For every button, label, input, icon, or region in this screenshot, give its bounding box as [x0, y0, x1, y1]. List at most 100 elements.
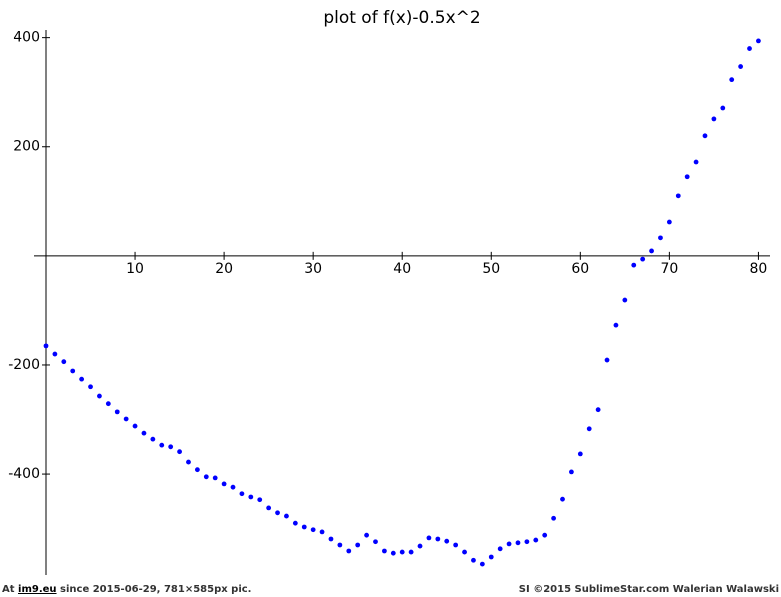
- point: [462, 549, 467, 555]
- point: [186, 459, 191, 465]
- y-tick-label: 200: [13, 139, 40, 155]
- point: [658, 235, 663, 241]
- chart: plot of f(x)-0.5x^2 10 20 30 40 50 60 70 80 -400…: [8, 8, 770, 575]
- point: [515, 540, 521, 546]
- point: [52, 351, 58, 357]
- point: [221, 481, 227, 487]
- point: [328, 536, 334, 542]
- point: [301, 524, 307, 530]
- point: [310, 527, 316, 533]
- point: [239, 491, 245, 497]
- point: [613, 322, 619, 328]
- point: [435, 536, 441, 542]
- point: [675, 193, 681, 199]
- x-tick-label: 80: [750, 261, 768, 277]
- point: [604, 357, 610, 363]
- point: [355, 542, 361, 548]
- footer-right: SI ©2015 SublimeStar.com Walerian Walaws…: [518, 584, 779, 595]
- point: [666, 219, 672, 225]
- point: [586, 426, 592, 432]
- point: [649, 248, 654, 254]
- point: [747, 46, 752, 51]
- point: [711, 116, 717, 122]
- point: [702, 133, 708, 139]
- chart-title: plot of f(x)-0.5x^2: [323, 8, 480, 28]
- point: [488, 554, 494, 560]
- point: [159, 442, 165, 448]
- point: [292, 520, 298, 526]
- point: [471, 557, 476, 563]
- point: [479, 561, 485, 567]
- point: [382, 548, 387, 554]
- x-tick-label: 10: [126, 261, 144, 277]
- point: [497, 546, 503, 552]
- point: [168, 444, 174, 450]
- point: [577, 451, 583, 457]
- point: [61, 359, 67, 365]
- point: [444, 538, 450, 544]
- point: [194, 467, 200, 473]
- footer: At im9.eu since 2015-06-29, 781×585px pi…: [0, 584, 781, 597]
- point: [248, 494, 254, 500]
- point: [756, 38, 761, 44]
- point: [524, 539, 530, 545]
- footer-left: At im9.eu since 2015-06-29, 781×585px pi…: [2, 584, 251, 595]
- point: [257, 497, 263, 503]
- point: [70, 368, 76, 374]
- point: [533, 537, 539, 543]
- point: [141, 430, 147, 436]
- point: [506, 541, 512, 547]
- point: [390, 550, 396, 556]
- point: [640, 256, 646, 262]
- footer-prefix: At: [2, 584, 15, 595]
- point: [684, 174, 690, 180]
- point: [230, 484, 236, 490]
- point: [79, 376, 85, 382]
- point: [693, 159, 699, 165]
- x-tick-label: 40: [393, 261, 411, 277]
- x-tick-label: 50: [482, 261, 500, 277]
- x-tick-label: 20: [215, 261, 233, 277]
- point: [551, 515, 557, 521]
- point: [123, 416, 129, 422]
- point: [373, 539, 378, 545]
- x-tick-label: 70: [660, 261, 678, 277]
- point: [569, 469, 574, 475]
- point: [114, 409, 120, 415]
- point: [275, 510, 280, 516]
- x-tick-label: 30: [304, 261, 322, 277]
- point: [417, 543, 423, 549]
- point: [631, 262, 637, 268]
- point: [88, 384, 93, 390]
- footer-link[interactable]: im9.eu: [18, 584, 57, 595]
- x-tick-label: 60: [571, 261, 589, 277]
- point: [43, 343, 49, 349]
- y-tick-label: 400: [13, 30, 40, 46]
- point: [560, 496, 565, 502]
- y-tick-label: -400: [8, 466, 40, 482]
- point: [105, 401, 111, 407]
- point: [150, 436, 156, 442]
- point: [595, 407, 601, 413]
- point: [132, 423, 138, 429]
- point: [453, 542, 459, 548]
- point: [399, 549, 405, 555]
- point: [337, 542, 343, 548]
- y-tick-label: -200: [8, 357, 40, 373]
- point: [266, 505, 272, 511]
- point: [729, 77, 735, 83]
- point: [426, 535, 432, 541]
- point: [720, 105, 726, 111]
- point: [212, 475, 218, 481]
- point: [542, 532, 548, 538]
- point: [622, 297, 628, 303]
- point: [203, 474, 209, 480]
- footer-suffix: since 2015-06-29, 781×585px pic.: [60, 584, 252, 595]
- point: [319, 529, 325, 535]
- point: [408, 549, 414, 555]
- point: [284, 513, 289, 519]
- point: [364, 532, 369, 538]
- point: [738, 64, 744, 69]
- point: [346, 548, 352, 554]
